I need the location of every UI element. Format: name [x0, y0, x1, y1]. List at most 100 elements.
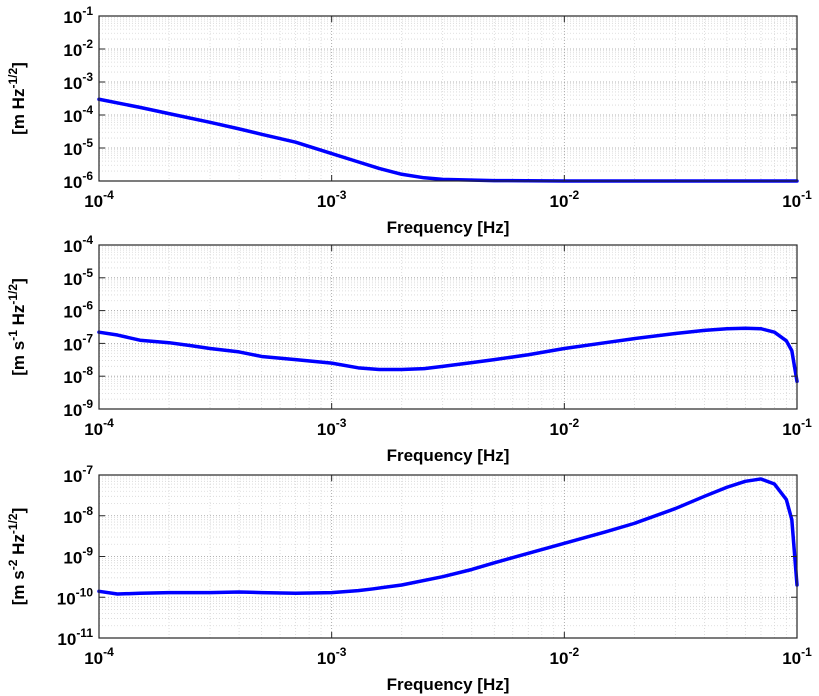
data-point	[674, 507, 677, 510]
data-point	[356, 366, 360, 370]
data-point	[377, 368, 381, 371]
data-point	[116, 592, 119, 596]
data-point	[633, 337, 636, 340]
x-tick-label: 10-3	[317, 188, 347, 211]
x-tick-label: 10-3	[317, 416, 347, 439]
y-tick-label: 10-5	[63, 266, 93, 289]
data-point	[423, 176, 426, 180]
y-tick-label: 10-3	[63, 70, 93, 93]
y-tick-label: 10-8	[63, 364, 93, 387]
data-point	[208, 591, 212, 594]
data-point	[138, 339, 142, 342]
x-tick-label: 10-1	[782, 416, 812, 439]
x-tick-label: 10-4	[84, 188, 114, 211]
x-tick-label: 10-1	[782, 645, 812, 668]
data-point	[330, 591, 333, 594]
series-line-1	[97, 477, 799, 596]
data-point	[604, 530, 607, 534]
data-point	[237, 127, 241, 131]
data-point	[400, 173, 403, 176]
x-axis-title: Frequency [Hz]	[387, 218, 510, 237]
data-point	[138, 106, 142, 109]
y-tick-label: 10-8	[63, 504, 93, 527]
y-tick-label: 10-11	[57, 626, 93, 649]
y-axis-title: [m s-1 Hz-1/2]	[6, 278, 28, 376]
data-point	[356, 160, 360, 164]
data-point	[493, 358, 496, 361]
y-tick-label: 10-6	[63, 299, 93, 322]
data-point	[527, 353, 530, 356]
data-point	[759, 477, 763, 481]
data-point	[725, 486, 729, 489]
data-point	[260, 591, 263, 594]
axes-box	[98, 15, 798, 182]
y-tick-label: 10-9	[63, 545, 93, 568]
data-point	[790, 518, 794, 521]
data-point	[725, 327, 729, 330]
data-point	[167, 341, 171, 344]
x-tick-label: 10-4	[84, 416, 114, 439]
y-tick-label: 10-4	[63, 233, 93, 256]
data-point	[785, 498, 788, 501]
data-point	[744, 327, 747, 330]
data-point	[330, 361, 333, 365]
y-tick-label: 10-2	[63, 37, 93, 60]
data-point	[563, 542, 566, 545]
axes-box	[98, 244, 798, 410]
x-tick-label: 10-2	[550, 645, 580, 668]
y-tick-label: 10-7	[63, 331, 93, 354]
data-point	[703, 329, 706, 332]
panel-3: 10-4 10-3 10-2 10-1 10-11 10-10 10-9 10-8 10-7 Fr…	[6, 463, 812, 694]
data-point	[208, 347, 212, 350]
data-point	[356, 589, 360, 592]
y-tick-label: 10-7	[63, 463, 93, 486]
y-tick-label: 10-6	[63, 169, 93, 192]
y-axis-title: [m Hz-1/2]	[6, 62, 28, 135]
data-point	[294, 358, 297, 361]
data-point	[330, 152, 333, 155]
data-point	[237, 590, 241, 594]
data-point	[167, 112, 171, 115]
data-point	[260, 355, 263, 358]
data-point	[470, 568, 473, 571]
series-line-1	[97, 326, 799, 384]
data-point	[423, 367, 426, 370]
data-point	[633, 522, 636, 525]
data-point	[441, 365, 444, 368]
panel-2: 10-4 10-3 10-2 10-1 10-9 10-8 10-7 10-6 10-5 10-4…	[6, 233, 812, 465]
plot-area	[99, 16, 797, 181]
data-point	[604, 341, 607, 344]
y-tick-label: 10-5	[63, 136, 93, 159]
data-point	[744, 480, 747, 483]
data-point	[237, 350, 241, 354]
data-point	[208, 121, 212, 124]
data-point	[470, 361, 473, 364]
data-point	[527, 552, 530, 555]
x-tick-label: 10-1	[782, 188, 812, 211]
data-point	[773, 330, 776, 334]
data-point	[703, 495, 706, 498]
panel-1: 10-4 10-3 10-2 10-1 10-6 10-5 10-4 10-3 10-2 10-1…	[6, 4, 812, 237]
data-point	[785, 339, 788, 343]
data-point	[773, 482, 776, 486]
data-point	[167, 591, 171, 594]
data-point	[260, 133, 263, 136]
x-axis-title: Frequency [Hz]	[387, 446, 510, 465]
x-tick-label: 10-3	[317, 645, 347, 668]
data-point	[441, 178, 444, 181]
y-tick-label: 10-1	[63, 4, 93, 27]
data-point	[493, 561, 496, 565]
data-point	[116, 333, 119, 337]
data-point	[294, 592, 297, 595]
data-point	[377, 167, 381, 170]
data-point	[400, 583, 403, 587]
y-axis-title: [m s-2 Hz-1/2]	[6, 508, 28, 606]
data-point	[138, 592, 142, 595]
data-point	[371, 587, 374, 591]
x-tick-label: 10-2	[550, 416, 580, 439]
x-tick-label: 10-2	[550, 188, 580, 211]
y-tick-label: 10-9	[63, 397, 93, 420]
y-tick-label: 10-4	[63, 103, 93, 126]
x-tick-label: 10-4	[84, 645, 114, 668]
